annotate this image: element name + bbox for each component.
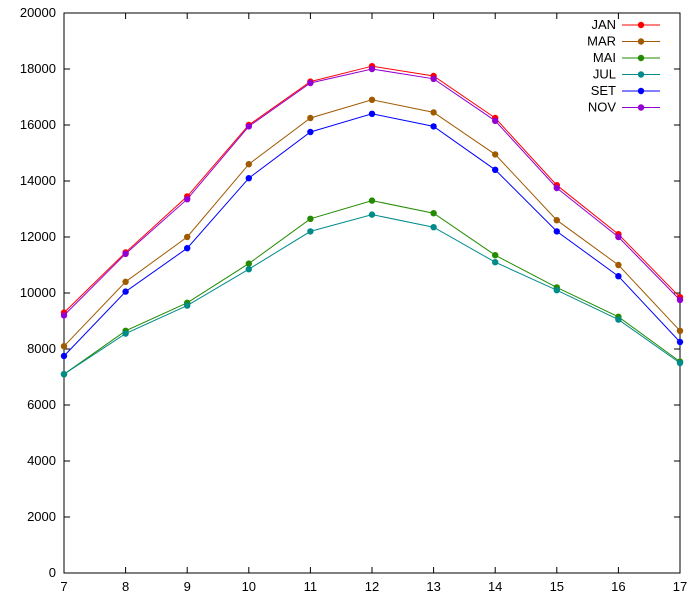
x-tick-label: 11	[304, 579, 318, 594]
data-point	[615, 273, 622, 280]
data-point	[492, 259, 499, 266]
data-point	[615, 316, 622, 323]
data-point	[307, 114, 314, 122]
data-point	[307, 79, 314, 87]
data-point	[676, 338, 684, 346]
series-mai	[60, 197, 684, 378]
data-point	[430, 224, 437, 231]
data-point	[307, 215, 314, 222]
legend-label: NOV	[588, 100, 617, 115]
data-point	[245, 260, 252, 267]
data-point	[615, 261, 622, 269]
legend-swatch-marker	[637, 104, 645, 111]
data-point	[430, 109, 437, 116]
data-point	[492, 117, 499, 125]
data-point	[368, 65, 376, 73]
data-point	[553, 287, 560, 294]
legend-swatch-marker	[637, 38, 645, 45]
data-point	[492, 151, 499, 158]
data-point	[430, 75, 437, 83]
series-jul	[60, 211, 684, 378]
y-tick-label: 14000	[20, 173, 56, 188]
legend-swatch-marker	[637, 87, 645, 95]
data-point	[553, 184, 560, 192]
data-point	[615, 233, 622, 241]
data-point	[184, 245, 191, 252]
data-point	[492, 166, 499, 173]
data-point	[245, 161, 252, 168]
legend-label: SET	[591, 83, 616, 98]
x-tick-label: 13	[426, 579, 440, 594]
data-point	[492, 252, 499, 259]
data-point	[368, 96, 376, 104]
legend-swatch-marker	[637, 71, 645, 78]
series-layer	[60, 62, 684, 378]
y-tick-label: 6000	[27, 397, 56, 412]
legend-label: JUL	[593, 67, 616, 82]
data-point	[122, 278, 129, 285]
data-point	[60, 312, 68, 319]
y-tick-label: 0	[49, 565, 56, 580]
data-point	[245, 175, 252, 182]
x-tick-label: 16	[611, 579, 625, 594]
y-tick-label: 18000	[20, 61, 56, 76]
legend-swatch-marker	[637, 21, 645, 29]
data-point	[430, 123, 437, 130]
x-tick-label: 7	[60, 579, 67, 594]
data-point	[676, 296, 684, 304]
legend-label: MAR	[587, 34, 616, 49]
data-point	[184, 302, 191, 309]
y-tick-label: 10000	[20, 285, 56, 300]
data-point	[368, 197, 376, 204]
y-tick-label: 4000	[27, 453, 56, 468]
legend-label: JAN	[591, 17, 616, 32]
series-line	[63, 99, 681, 347]
data-point	[368, 211, 376, 218]
data-point	[307, 128, 314, 136]
x-tick-label: 15	[550, 579, 564, 594]
series-nov	[60, 65, 684, 319]
x-tick-label: 12	[365, 579, 379, 594]
data-point	[60, 352, 68, 360]
y-tick-label: 12000	[20, 229, 56, 244]
data-point	[553, 228, 560, 235]
data-point	[60, 343, 68, 350]
y-tick-label: 2000	[27, 509, 56, 524]
data-point	[676, 359, 684, 367]
data-point	[368, 110, 376, 118]
data-point	[245, 266, 252, 273]
x-tick-label: 10	[242, 579, 256, 594]
data-point	[676, 327, 684, 334]
series-set	[60, 110, 684, 360]
legend-label: MAI	[593, 50, 616, 65]
data-point	[122, 250, 129, 257]
x-tick-label: 8	[122, 579, 129, 594]
data-point	[122, 288, 129, 295]
y-tick-label: 8000	[27, 341, 56, 356]
data-point	[184, 233, 191, 241]
x-tick-label: 9	[184, 579, 191, 594]
legend-swatch-marker	[637, 54, 645, 62]
axis-ticks: 0 2000 4000 6000 8000 10000 12000 14000 16000 180…	[20, 5, 687, 594]
x-tick-label: 17	[673, 579, 687, 594]
data-point	[553, 217, 560, 224]
series-mar	[60, 96, 684, 350]
data-point	[184, 196, 191, 203]
y-tick-label: 20000	[20, 5, 56, 20]
data-point	[245, 123, 252, 130]
data-point	[307, 228, 314, 235]
series-line	[63, 214, 681, 375]
x-tick-label: 14	[488, 579, 502, 594]
data-point	[122, 330, 129, 337]
data-point	[430, 210, 437, 217]
data-point	[60, 371, 68, 378]
y-tick-label: 16000	[20, 117, 56, 132]
